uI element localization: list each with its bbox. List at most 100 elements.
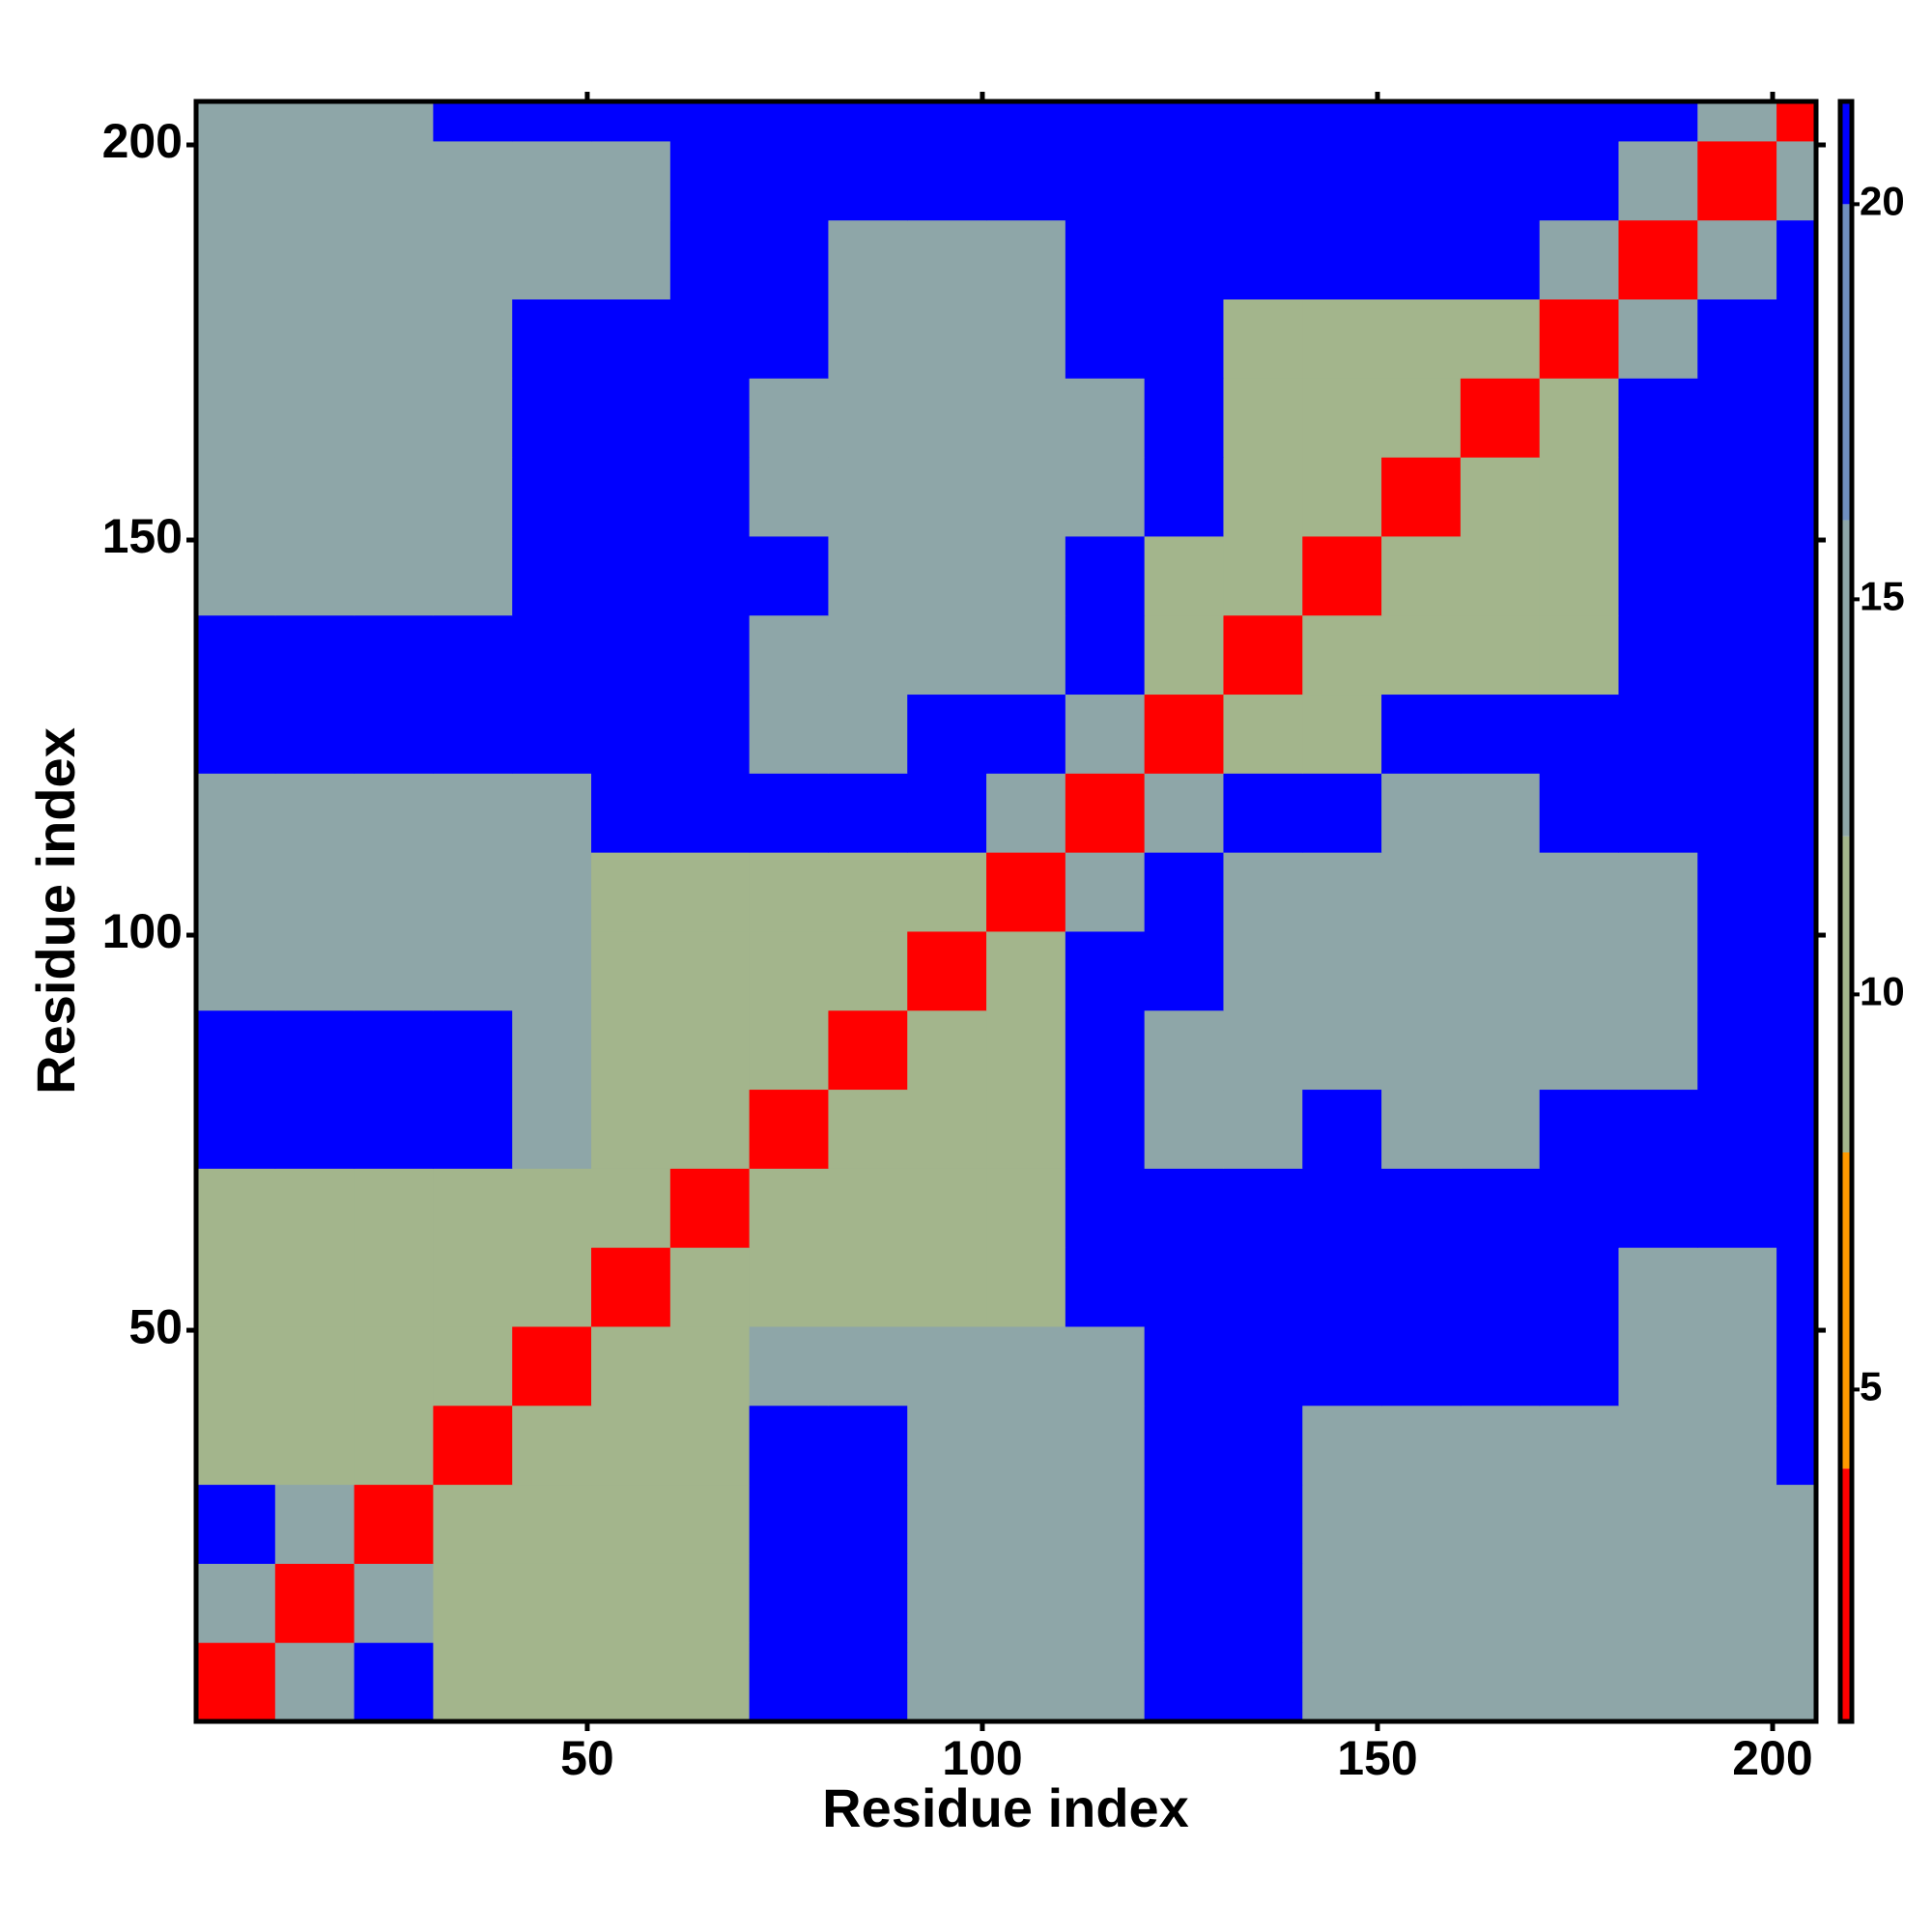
cell — [1697, 1642, 1777, 1722]
x-tick-label: 150 — [1337, 1731, 1417, 1785]
cell — [196, 535, 276, 616]
cell — [196, 298, 276, 379]
cell — [1381, 378, 1462, 458]
cell — [354, 852, 434, 932]
cell — [669, 1405, 751, 1486]
colorbar-tick-label: 10 — [1860, 968, 1905, 1013]
cell — [1223, 1009, 1303, 1091]
x-tick-label: 100 — [942, 1731, 1022, 1785]
cell — [433, 773, 513, 853]
cell — [828, 1563, 908, 1643]
cell — [1065, 773, 1146, 853]
colorbar-segment — [1840, 520, 1852, 837]
cell — [196, 140, 276, 221]
cell — [1223, 457, 1303, 537]
cell — [828, 140, 908, 221]
cell — [986, 219, 1066, 300]
cell — [986, 852, 1066, 932]
cell — [196, 1405, 276, 1486]
cell — [433, 930, 513, 1011]
cell — [354, 1009, 434, 1091]
colorbar-segment — [1840, 1468, 1852, 1721]
cell — [1144, 1247, 1224, 1327]
cell — [1302, 1009, 1382, 1091]
cell — [196, 1484, 276, 1564]
cell — [1144, 1089, 1224, 1169]
cell — [986, 614, 1066, 696]
cell — [1539, 614, 1619, 696]
cell — [1223, 298, 1303, 379]
cell — [1302, 140, 1382, 221]
cell — [354, 140, 434, 221]
cell — [907, 457, 987, 537]
cell — [1065, 1009, 1146, 1091]
y-tick-label: 150 — [102, 509, 183, 563]
cell — [749, 1168, 829, 1248]
cell — [749, 1642, 829, 1722]
colorbar-tick-label: 20 — [1860, 178, 1905, 223]
cell — [1460, 298, 1541, 379]
cell — [907, 1563, 987, 1643]
cell — [591, 1563, 671, 1643]
cell — [1223, 1168, 1303, 1248]
cell — [1776, 140, 1817, 221]
cell — [1381, 852, 1462, 932]
cell — [274, 140, 355, 221]
cell — [669, 1642, 751, 1722]
cell — [1302, 694, 1382, 774]
cell — [1539, 219, 1619, 300]
cell — [1618, 1168, 1698, 1248]
cell — [907, 1642, 987, 1722]
cell — [1302, 1247, 1382, 1327]
cell — [196, 1009, 276, 1091]
cell — [828, 1484, 908, 1564]
cell — [1460, 1484, 1541, 1564]
cell — [828, 614, 908, 696]
cell — [1144, 614, 1224, 696]
cell — [1460, 457, 1541, 537]
cell — [512, 1484, 592, 1564]
cell — [1065, 219, 1146, 300]
cell — [669, 298, 751, 379]
cell — [1697, 457, 1777, 537]
cell — [1539, 378, 1619, 458]
cell — [274, 535, 355, 616]
cell — [828, 694, 908, 774]
cell — [749, 1089, 829, 1169]
cell — [749, 1247, 829, 1327]
cell — [1539, 930, 1619, 1011]
cell — [1144, 1405, 1224, 1486]
cell — [433, 694, 513, 774]
cell — [828, 1405, 908, 1486]
cell — [1381, 1484, 1462, 1564]
cell — [749, 930, 829, 1011]
cell — [1381, 930, 1462, 1011]
cell — [274, 614, 355, 696]
cell — [749, 1325, 829, 1406]
cell — [196, 930, 276, 1011]
cell — [907, 694, 987, 774]
cell — [1618, 852, 1698, 932]
cell — [433, 101, 513, 142]
cell — [986, 1642, 1066, 1722]
cell — [1302, 930, 1382, 1011]
cell — [1144, 852, 1224, 932]
cell — [1697, 773, 1777, 853]
cell — [669, 773, 751, 853]
cell — [828, 1642, 908, 1722]
cell — [669, 457, 751, 537]
cell — [749, 101, 829, 142]
cell — [274, 1484, 355, 1564]
cell — [591, 1325, 671, 1406]
cell — [512, 219, 592, 300]
cell — [1302, 457, 1382, 537]
cell — [1539, 1089, 1619, 1169]
cell — [828, 930, 908, 1011]
cell — [986, 1484, 1066, 1564]
cell — [907, 930, 987, 1011]
cell — [907, 1484, 987, 1564]
cell — [1539, 1484, 1619, 1564]
cell — [1302, 1642, 1382, 1722]
cell — [1223, 535, 1303, 616]
cell — [669, 1247, 751, 1327]
